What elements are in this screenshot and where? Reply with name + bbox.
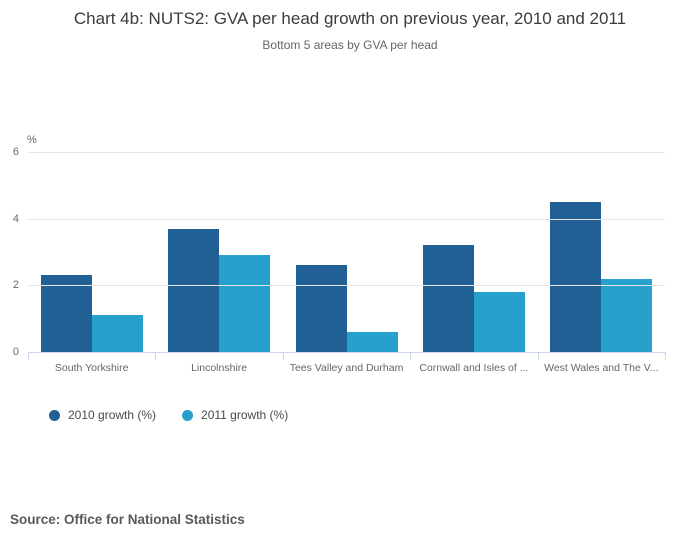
bar-2011-lincolnshire — [219, 255, 271, 352]
gridline-6 — [28, 152, 665, 153]
bar-group-south-yorkshire — [28, 152, 155, 352]
bar-2010-tees-valley-and-durham — [295, 265, 347, 352]
x-axis-label-tees-valley-and-durham: Tees Valley and Durham — [289, 362, 404, 374]
legend-label: 2010 growth (%) — [68, 408, 157, 422]
chart-title: Chart 4b: NUTS2: GVA per head growth on … — [73, 9, 627, 28]
bar-2010-cornwall-and-isles-of — [422, 245, 474, 352]
y-axis-unit-label: % — [27, 134, 37, 146]
bar-2010-west-wales-and-the-v — [550, 202, 602, 352]
y-axis-tick-label-0: 0 — [12, 346, 19, 358]
bar-group-tees-valley-and-durham — [283, 152, 410, 352]
legend-label: 2011 growth (%) — [201, 408, 289, 422]
x-axis-tick — [665, 352, 666, 360]
x-axis-labels: South Yorkshire Lincolnshire Tees Valley a… — [28, 361, 665, 376]
bar-2010-lincolnshire — [168, 228, 220, 352]
x-axis-tick — [155, 352, 157, 360]
bar-2011-tees-valley-and-durham — [346, 332, 398, 352]
legend-item-2011[interactable]: 2011 growth (%) — [182, 408, 288, 422]
x-axis-tick — [410, 352, 412, 360]
bar-group-west-wales-and-the-v — [538, 152, 665, 352]
y-axis-labels: 0 2 4 6 — [0, 146, 19, 358]
x-axis-tick — [282, 352, 284, 360]
x-axis-label-south-yorkshire: South Yorkshire — [54, 362, 129, 374]
bar-2011-cornwall-and-isles-of — [473, 292, 525, 352]
bar-group-cornwall-and-isles-of — [410, 152, 537, 352]
gridline-2 — [28, 285, 665, 287]
x-axis-label-west-wales-and-the-v: West Wales and The V... — [544, 362, 659, 374]
legend-marker-icon — [182, 409, 194, 421]
x-axis-tick — [537, 352, 539, 360]
x-axis-label-cornwall-and-isles-of: Cornwall and Isles of ... — [419, 362, 529, 374]
y-axis-tick-label-6: 6 — [12, 146, 19, 158]
bar-2010-south-yorkshire — [40, 275, 92, 352]
chart-subtitle: Bottom 5 areas by GVA per head — [262, 38, 438, 52]
bar-2011-south-yorkshire — [91, 315, 143, 352]
legend-marker-icon — [49, 409, 60, 421]
legend-item-2010[interactable]: 2010 growth (%) — [49, 408, 156, 422]
x-axis-label-lincolnshire: Lincolnshire — [191, 362, 248, 374]
gridline-4 — [28, 218, 665, 220]
x-axis-tick — [28, 352, 29, 360]
legend: 2010 growth (%) 2011 growth (%) — [49, 408, 288, 422]
source-note: Source: Office for National Statistics — [10, 512, 245, 527]
bar-2011-west-wales-and-the-v — [601, 278, 653, 352]
y-axis-tick-label-4: 4 — [12, 212, 19, 225]
bar-groups — [28, 152, 665, 352]
y-axis-tick-label-2: 2 — [12, 279, 19, 292]
plot-area — [28, 152, 666, 360]
bar-group-lincolnshire — [155, 152, 282, 352]
